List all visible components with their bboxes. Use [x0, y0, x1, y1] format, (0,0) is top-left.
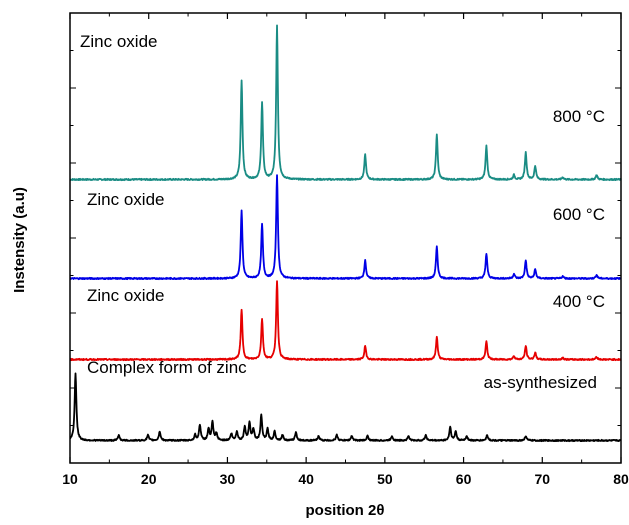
plot-area	[69, 24, 622, 443]
series-material-label: Zinc oxide	[87, 190, 164, 209]
x-tick-label: 40	[298, 471, 314, 487]
x-tick-label: 10	[62, 471, 78, 487]
x-tick-label: 20	[141, 471, 157, 487]
x-tick-label: 50	[377, 471, 393, 487]
series-condition-label: 600 °C	[553, 205, 605, 224]
x-tick-label: 80	[613, 471, 629, 487]
series-condition-label: 800 °C	[553, 107, 605, 126]
series-material-label: Zinc oxide	[87, 286, 164, 305]
series-line-400-c	[69, 280, 622, 362]
series-line-800-c	[69, 24, 622, 182]
series-line-as-synthesized	[69, 372, 622, 443]
plot-frame	[69, 12, 622, 464]
axes	[69, 12, 622, 464]
series-material-label: Complex form of zinc	[87, 358, 247, 377]
x-tick-label: 30	[220, 471, 236, 487]
x-tick-label: 60	[456, 471, 472, 487]
x-tick-label: 70	[534, 471, 550, 487]
x-axis-title: position 2θ	[306, 502, 385, 519]
y-axis-title: Instensity (a.u)	[11, 187, 28, 293]
series-condition-label: as-synthesized	[484, 373, 597, 392]
series-line-600-c	[69, 174, 622, 281]
series-condition-label: 400 °C	[553, 292, 605, 311]
labels: position 2θ Instensity (a.u) Zinc oxide 8…	[11, 32, 629, 519]
series-material-label: Zinc oxide	[80, 32, 157, 51]
